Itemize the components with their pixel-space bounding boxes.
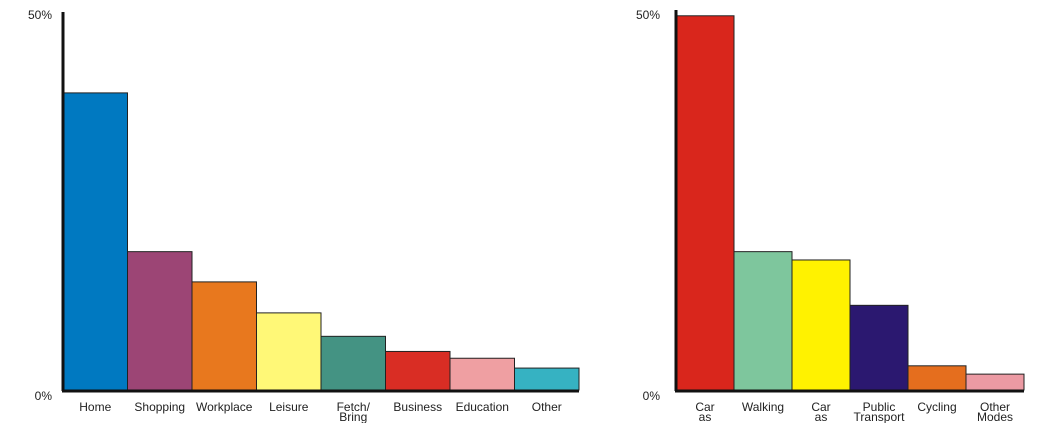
bar-1-4 <box>256 312 322 391</box>
category-label-1-5: Fetch/Bring <box>337 400 371 423</box>
category-label-2-1: Car as <box>695 400 714 423</box>
bar-1-8 <box>514 367 580 391</box>
bar-1-7 <box>449 357 515 391</box>
category-label-1-3: Workplace <box>196 400 253 414</box>
category-label-1-6: Business <box>393 400 442 414</box>
bar-2-3 <box>791 259 851 391</box>
y-tick-max-2: 50% <box>636 8 660 22</box>
category-label-2-4: Public Transport <box>854 400 906 423</box>
category-label-2-3: Car as <box>811 400 830 423</box>
bar-1-5 <box>320 335 386 391</box>
bar-2-6 <box>965 373 1025 391</box>
chart-1: Home Shopping Workplace Leisure Fetch/Bring B… <box>28 8 580 423</box>
y-tick-max-1: 50% <box>28 8 52 22</box>
category-label-2-6: Other Modes <box>977 400 1013 423</box>
category-label-1-8: Other <box>532 400 562 414</box>
bar-2-4 <box>849 304 909 391</box>
category-label-1-1: Home <box>79 400 111 414</box>
category-label-1-4: Leisure <box>269 400 309 414</box>
bar-2-2 <box>733 251 793 391</box>
bar-1-3 <box>191 281 257 391</box>
category-label-1-7: Education <box>456 400 509 414</box>
category-label-1-2: Shopping <box>134 400 185 414</box>
bar-1-6 <box>385 350 451 391</box>
bar-1-1 <box>62 92 128 391</box>
category-label-2-2: Walking <box>742 400 784 414</box>
bar-2-1 <box>675 15 735 391</box>
y-tick-min-2: 0% <box>643 389 661 403</box>
chart-2: Car as Walking Car as Public Transport Cycling O… <box>636 8 1025 423</box>
category-label-2-5: Cycling <box>917 400 956 414</box>
y-tick-min-1: 0% <box>35 389 53 403</box>
bar-1-2 <box>127 251 193 391</box>
bar-2-5 <box>907 365 967 391</box>
